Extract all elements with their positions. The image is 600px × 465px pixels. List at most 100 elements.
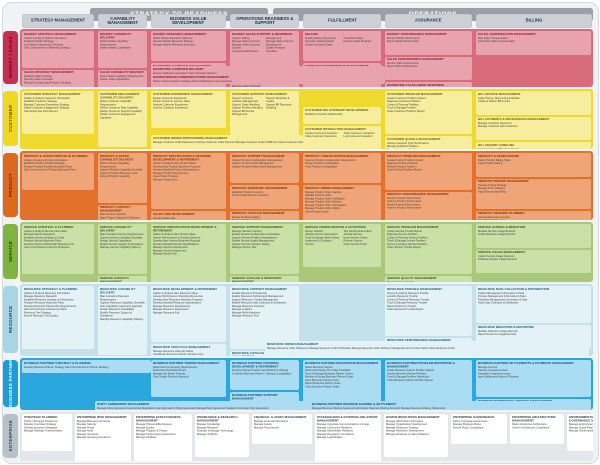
process-item: Manage Product Order Capture [305, 190, 342, 194]
band-tab-label: CUSTOMER [8, 104, 13, 133]
process-block: PRODUCT CONFIGURATION MANAGEMENT Capture … [303, 153, 381, 184]
process-item: Manage Service Research [24, 232, 55, 236]
process-block: RESOURCE SUPPORT MANAGEMENT Enable Resour… [230, 286, 299, 349]
process-item: Deliver Customer Support Capability [100, 109, 142, 113]
process-item: Manage Product Order Delivery [305, 200, 342, 204]
process-block: MARKET RESEARCH MANAGEMENT Define Market … [151, 31, 226, 62]
process-item: Manage Community Relations [317, 425, 352, 429]
process-item: Design Customer Experience [153, 96, 187, 100]
process-block-title: CUSTOMER ENGAGEMENT CAPABILITY DELIVERY [100, 92, 140, 99]
process-item: Manage Field Workforce [232, 310, 261, 314]
process-item: Develop Detailed Service Specifications [153, 242, 199, 246]
process-block: SERVICE CATALOG & INVENTORY MANAGEMENTEs… [230, 275, 299, 282]
process-item: Manage IP Rights [197, 432, 218, 436]
process-block-title: SALES AIDS DEVELOPMENT [153, 212, 195, 216]
band-enterprise: STRATEGIC PLANNING Perform Strategic Posi… [20, 412, 593, 461]
process-item: Report Market Performance [387, 39, 420, 43]
process-block: BILL PAYMENTS & RECEIVABLES MANAGEMENT Ma… [476, 116, 591, 141]
process-block-title: CUSTOMER EXPERIENCE MANAGEMENT [153, 92, 213, 96]
process-item: Close Business Partner Problem Report [387, 378, 433, 382]
process-item: Establish Sales Strategy [24, 74, 53, 78]
process-items: Manage Customer Payments Manage Customer … [478, 122, 589, 129]
process-item: Track & Audit Product Inventory [232, 193, 269, 197]
process-item: Report Resource Usage Records [478, 333, 517, 337]
process-block: CUSTOMER ENGAGEMENT CAPABILITY DELIVERY D… [98, 91, 147, 148]
process-item: Deliver Customer Engagement Capability [100, 112, 136, 119]
process-item: Define Customer Engagement Strategy [24, 106, 70, 110]
band-column-1: SERVICE STRATEGY & PLANNING Gather & Anal… [22, 224, 94, 280]
process-item: Activate Service [343, 232, 363, 236]
column-header-label: CAPABILITY MANAGEMENT [107, 16, 138, 26]
process-items: Monitor Service QualityAnalyze Service Q… [387, 281, 470, 282]
process-item: Receive & Assess Invoice [478, 368, 508, 372]
process-items: Define Corporate Governance Manage Busine… [453, 419, 505, 429]
process-item: Manage Customer Experience Strategy [24, 102, 70, 106]
process-item: Receive & Accept Business Partner Order [305, 375, 354, 379]
process-items: Perform Strategic Positioning Develop Cor… [24, 419, 70, 432]
process-item: Process Management Information & Data [478, 294, 526, 298]
process-items: Gather & Analyze Service Information Mana… [24, 229, 92, 249]
process-block: PRODUCT & OFFER RATING Define Product Rat… [476, 153, 591, 177]
process-item: Develop Detailed Resource Specifications [153, 301, 202, 305]
process-items: Gather & Analyze Market Information Estab… [24, 36, 92, 49]
process-item: Support Service Problem Management [232, 235, 277, 239]
process-item: Gather & Analyze Service Information [24, 229, 68, 233]
process-items: Gather & Analyze New Resource Ideas Asses… [153, 291, 224, 314]
process-item: Map & Analyze Service Requirements [100, 232, 144, 236]
process-block: SERVICE GUIDING & MEDIATION Mediate Servi… [476, 224, 591, 248]
process-block-title: SALES COMPENSATION MANAGEMENT [478, 32, 536, 36]
process-item: Report Resource Trouble [387, 304, 416, 308]
process-block: MARKET STRATEGY MANAGEMENT Gather & Analy… [22, 31, 94, 68]
process-item: Negotiate Sales/Contract [305, 39, 334, 43]
process-item: Establish Product Portfolio Strategy [24, 161, 65, 165]
process-block-title: ENVIRONMENTAL, SOCIAL & GOVERNANCE MANAG… [569, 415, 593, 422]
process-item: Localize Resource Trouble [387, 294, 418, 298]
band-tab-customer: CUSTOMER [3, 91, 18, 146]
process-item: Define Enterprise Architecture [512, 422, 547, 426]
process-items: Gather & Analyze New Service Ideas Assess… [153, 233, 224, 256]
band-column-2: RESOURCE CAPABILITY DELIVERY Map & Analyz… [98, 286, 147, 356]
process-block: PARTY AGREEMENT MANAGEMENT Manage Party A… [95, 401, 309, 410]
process-block-title: PRODUCT PROBLEM MANAGEMENT [387, 154, 441, 158]
band-column-3: CUSTOMER EXPERIENCE MANAGEMENT Design Cus… [151, 91, 226, 147]
process-item: Diagnose Customer Problem [387, 99, 421, 103]
process-block-title: STRATEGIC PLANNING [24, 415, 58, 419]
process-item: Correct & Resolve Service Problem [387, 235, 428, 239]
process-block-title: PRODUCT INVENTORY MANAGEMENT [232, 186, 288, 190]
process-block-title: RESOURCE MEDIATION & REPORTING [478, 326, 535, 330]
process-block: STRATEGIC PLANNING Perform Strategic Posi… [22, 414, 72, 451]
process-item: Launch New Products [153, 174, 179, 178]
process-item: Report Business Partner Order [305, 381, 341, 385]
process-item: Analyze Customer Experience [153, 102, 188, 106]
process-block: CUSTOMER STRATEGY MANAGEMENT Gather & Ana… [22, 91, 94, 135]
process-item: Test Service End-to-End [343, 229, 372, 233]
process-item: Close Product Problem Report [387, 168, 423, 172]
process-block: ENTERPRISE EFFECTIVENESS MANAGEMENT Manag… [134, 414, 192, 461]
process-item: Develop Sales Forecasts [24, 78, 53, 82]
process-item: Correct & Resolve Resource Trouble [387, 297, 430, 301]
process-block-title: CUSTOMER RELATIONSHIP DEVELOPMENT [305, 108, 369, 112]
process-items: Define Market Capability Requirements Del… [100, 40, 145, 50]
process-item: Administer Sales Compensation [478, 39, 515, 43]
process-items: Collect Service Usage Records Distribute … [478, 255, 589, 262]
process-items: Map & Analyze Resource Requirements Captu… [100, 295, 145, 321]
band-column-6: PRODUCT PROBLEM MANAGEMENT Create Product… [385, 153, 472, 220]
process-item: Produce Service Business Plans [24, 239, 62, 243]
process-block: ENTERPRISE RISK MANAGEMENT Manage Busines… [75, 414, 131, 461]
band-column-3: BUSINESS PARTNER TENDER MANAGEMENT Determ… [151, 360, 226, 408]
process-item: Support Customer Interface Management [232, 96, 258, 103]
process-block: PRODUCT & OFFER PORTFOLIO PLANNING Gather… [22, 153, 94, 190]
process-block: BILL INVOICE MANAGEMENT Apply Pricing, Di… [476, 91, 591, 115]
process-block-title: HUMAN RESOURCES MANAGEMENT [386, 415, 440, 419]
column-header-label: BILLING [525, 18, 543, 23]
process-item: Develop Pricing Strategy [478, 183, 507, 187]
process-block-title: ENTERPRISE ARCHITECTURE MANAGEMENT [512, 415, 556, 422]
process-items: Establish Customer Relationship [305, 112, 379, 115]
process-item: Close Resource Trouble Report [387, 307, 424, 311]
band-tab-service: SERVICE [3, 224, 18, 279]
process-block: BUSINESS PARTNER REVENUE SHARING & SETTL… [310, 401, 589, 410]
process-block: CUSTOMER INTERACTION MANAGEMENT Create Cu… [303, 126, 381, 149]
process-item: Select Business Partner [305, 365, 333, 369]
process-item: Determine the Sourcing Requirements [153, 365, 198, 369]
